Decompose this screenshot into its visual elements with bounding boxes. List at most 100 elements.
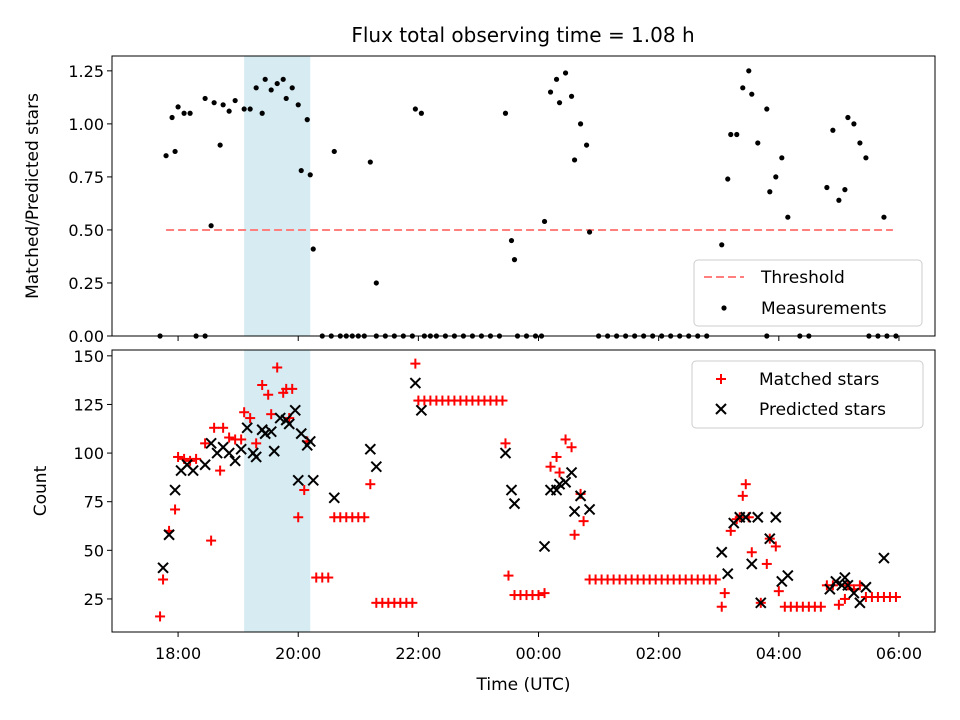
measurement-point <box>232 97 238 104</box>
x-b <box>268 445 280 457</box>
x-b <box>878 552 890 564</box>
predicted-point <box>770 511 782 523</box>
legend-box <box>691 360 924 429</box>
legend-threshold-label: Threshold <box>760 268 845 288</box>
measurement-point <box>289 85 295 91</box>
x-b <box>716 546 728 558</box>
measurement-point <box>881 214 887 220</box>
x-tick-label: 22:00 <box>395 644 441 663</box>
x-b <box>722 567 734 580</box>
x-b <box>157 562 169 574</box>
matched-point <box>272 362 283 373</box>
measurement-point <box>283 95 289 102</box>
predicted-point <box>157 562 169 574</box>
measurement-point <box>241 106 247 112</box>
measurement-point <box>418 110 424 116</box>
predicted-point <box>746 558 758 570</box>
measurement-point <box>211 100 217 106</box>
predicted-point <box>824 583 836 595</box>
matched-point <box>533 590 544 601</box>
predicted-point <box>370 460 383 473</box>
matched-point <box>569 529 580 540</box>
y-tick-label: 100 <box>73 444 104 463</box>
measurement-point <box>268 87 274 93</box>
predicted-point <box>764 532 776 545</box>
predicted-stars-series <box>157 377 890 609</box>
x-b <box>842 579 854 592</box>
bottom-x-ticks: 18:00 20:00 22:00 00:00 02:00 04:00 06:00 <box>155 632 922 663</box>
matched-point <box>545 461 556 472</box>
measurement-point <box>779 155 785 161</box>
measurement-point <box>857 140 863 146</box>
x-tick-label: 18:00 <box>155 644 201 663</box>
measurement-point <box>583 142 590 148</box>
predicted-point <box>854 597 866 609</box>
bottom-y-ticks: 25 50 75 100 125 150 <box>73 347 112 609</box>
matched-point <box>209 422 220 433</box>
matched-point <box>710 574 721 585</box>
predicted-point <box>715 403 727 415</box>
legend-measurement-label: Measurements <box>761 299 887 319</box>
measurement-point <box>845 114 851 121</box>
x-b <box>292 474 304 487</box>
x-tick-label: 00:00 <box>515 644 561 663</box>
matched-point <box>725 525 736 536</box>
matched-point <box>263 389 274 400</box>
measurement-point <box>553 76 560 82</box>
y-tick-label: 150 <box>73 347 104 366</box>
measurement-point <box>547 89 554 95</box>
measurement-point <box>508 237 515 244</box>
matched-point <box>503 570 514 581</box>
predicted-point <box>860 581 872 593</box>
measurement-point <box>541 218 548 225</box>
matched-point <box>575 488 586 499</box>
measurement-point <box>824 184 830 191</box>
measurement-point <box>749 91 755 97</box>
predicted-point <box>205 437 217 450</box>
predicted-point <box>878 552 890 564</box>
measurement-point <box>247 106 253 112</box>
x-b <box>565 466 578 479</box>
measurement-point <box>310 246 316 252</box>
predicted-point <box>565 466 578 479</box>
matched-point <box>770 541 781 552</box>
observing-span <box>244 350 311 632</box>
measurement-point <box>163 153 169 159</box>
x-b <box>508 497 521 510</box>
bottom-axes-frame <box>111 349 936 633</box>
predicted-point <box>283 418 295 430</box>
x-b <box>746 558 758 570</box>
measurement-point <box>577 121 584 127</box>
matched-point <box>500 438 511 449</box>
y-tick-label: 0.25 <box>68 274 104 293</box>
matched-point <box>170 504 181 515</box>
legend-measurement-swatch <box>721 305 727 311</box>
x-b <box>235 443 247 455</box>
measurement-point <box>511 257 518 263</box>
x-b <box>860 581 872 593</box>
measurement-point <box>172 148 178 155</box>
matched-point <box>761 558 772 569</box>
y-tick-label: 1.25 <box>68 62 104 81</box>
measurement-point <box>280 76 286 82</box>
measurement-point <box>725 176 731 182</box>
matched-point <box>410 358 421 369</box>
measurement-point <box>175 104 181 110</box>
matched-point <box>257 380 268 391</box>
matched-point <box>218 422 229 433</box>
y-tick-label: 1.00 <box>68 115 104 134</box>
x-b <box>824 583 836 595</box>
top-x-ticks <box>177 336 900 341</box>
matched-point <box>224 432 235 443</box>
y-tick-label: 0.00 <box>68 327 104 346</box>
x-b <box>295 427 307 440</box>
x-b <box>370 460 383 473</box>
x-b <box>181 459 193 471</box>
matched-point <box>407 597 418 608</box>
bottom-y-axis-label: Count <box>31 465 51 516</box>
predicted-point <box>550 484 563 496</box>
predicted-point <box>842 579 854 592</box>
x-b <box>169 484 181 496</box>
predicted-point <box>508 497 521 510</box>
